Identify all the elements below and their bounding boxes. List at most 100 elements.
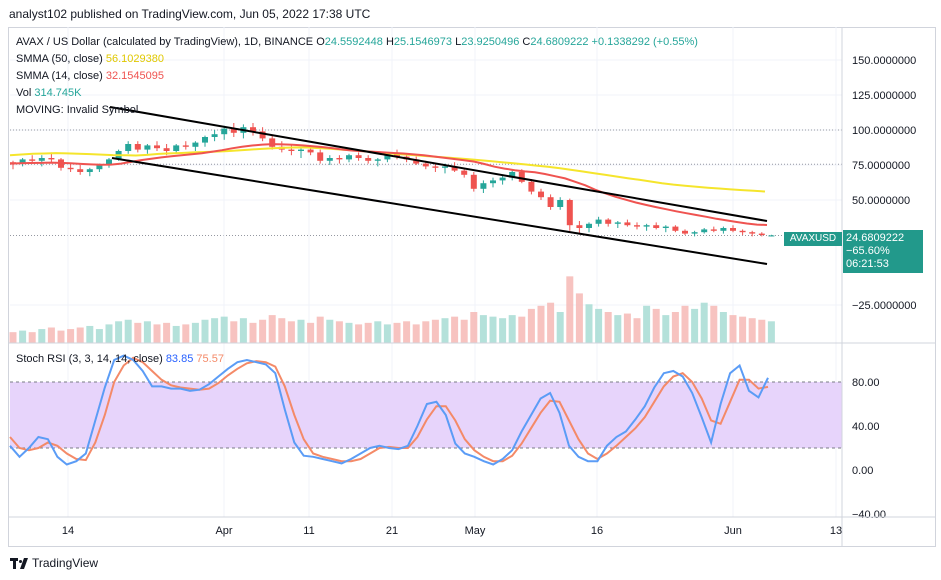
volume-bar bbox=[451, 316, 459, 343]
volume-bar bbox=[422, 321, 430, 343]
candle-body bbox=[202, 137, 208, 143]
candle-body bbox=[461, 170, 468, 175]
candle-body bbox=[374, 159, 381, 161]
candle-body bbox=[221, 128, 228, 135]
smma50-line: SMMA (50, close) 56.1029380 bbox=[16, 52, 164, 66]
volume-bar bbox=[259, 319, 267, 343]
candle-body bbox=[413, 159, 420, 164]
high-value: 25.1546973 bbox=[393, 36, 453, 48]
volume-bar bbox=[95, 329, 103, 343]
volume-bar bbox=[220, 316, 228, 343]
candle-body bbox=[125, 144, 132, 151]
stoch-tick-label: 40.00 bbox=[852, 421, 880, 433]
volume-bar bbox=[729, 315, 737, 343]
candle-body bbox=[29, 159, 36, 161]
volume-bar bbox=[383, 324, 391, 343]
candle-body bbox=[163, 148, 170, 151]
open-label: O bbox=[316, 36, 325, 48]
candle-body bbox=[288, 149, 295, 151]
candle-body bbox=[749, 232, 756, 234]
volume-bar bbox=[691, 308, 699, 343]
price-tick-label: 50.0000000 bbox=[852, 195, 910, 207]
candle-body bbox=[307, 149, 314, 153]
candle-body bbox=[192, 142, 199, 147]
volume-bar bbox=[412, 324, 420, 343]
volume-bar bbox=[115, 321, 123, 343]
candle-body bbox=[365, 158, 372, 161]
candle-body bbox=[499, 177, 506, 181]
volume-bar bbox=[374, 321, 382, 343]
candle-body bbox=[682, 230, 688, 234]
volume-bar bbox=[470, 312, 478, 343]
volume-bar bbox=[191, 322, 199, 343]
low-label: L bbox=[455, 36, 462, 48]
candle-body bbox=[701, 229, 708, 233]
moving-label: MOVING: Invalid Symbol bbox=[16, 104, 139, 116]
candle-body bbox=[509, 172, 516, 178]
volume-bar bbox=[681, 305, 689, 343]
volume-bar bbox=[643, 305, 651, 343]
publish-header: analyst102 published on TradingView.com,… bbox=[9, 7, 371, 21]
volume-bar bbox=[19, 330, 27, 343]
volume-bar bbox=[508, 315, 516, 343]
candle-body bbox=[38, 158, 45, 161]
volume-bar bbox=[575, 293, 583, 343]
candle-body bbox=[48, 158, 55, 160]
volume-bar bbox=[518, 316, 526, 343]
volume-bar bbox=[326, 319, 334, 343]
volume-bar bbox=[9, 332, 17, 343]
volume-bar bbox=[28, 332, 36, 343]
x-tick-label: Apr bbox=[215, 525, 232, 537]
footer-brand[interactable]: TradingView bbox=[32, 556, 99, 570]
candle-body bbox=[77, 169, 84, 172]
volume-bar bbox=[345, 322, 353, 343]
change-value: +0.1338292 (+0.55%) bbox=[591, 36, 698, 48]
chart-frame bbox=[8, 27, 936, 547]
candle-body bbox=[317, 152, 324, 161]
volume-bar bbox=[489, 316, 497, 343]
candle-body bbox=[595, 219, 602, 224]
volume-line: Vol 314.745K bbox=[16, 86, 81, 100]
bar-countdown: 06:21:53 bbox=[846, 258, 889, 270]
x-tick-label: May bbox=[465, 525, 486, 537]
stoch-d-line bbox=[9, 356, 769, 463]
smma50-value: 56.1029380 bbox=[105, 53, 164, 65]
candle-body bbox=[538, 191, 544, 198]
channel-lower-line bbox=[111, 157, 768, 265]
candle-body bbox=[730, 228, 736, 231]
candle-body bbox=[480, 183, 487, 189]
volume-bar bbox=[604, 312, 612, 343]
stoch-d-value: 75.57 bbox=[196, 353, 224, 365]
volume-bar bbox=[767, 321, 775, 343]
tradingview-logo-icon bbox=[10, 557, 29, 569]
volume-bar bbox=[278, 318, 286, 343]
volume-bar bbox=[76, 327, 84, 343]
footer: TradingView bbox=[10, 556, 98, 570]
symbol-line: AVAX / US Dollar (calculated by TradingV… bbox=[16, 35, 698, 49]
x-tick-label: 11 bbox=[303, 525, 314, 537]
volume-bar bbox=[287, 321, 295, 343]
volume-bar bbox=[297, 319, 305, 343]
candle-body bbox=[442, 166, 448, 168]
candle-body bbox=[451, 166, 458, 171]
x-tick-label: 14 bbox=[62, 525, 74, 537]
x-tick-label: 13 bbox=[830, 525, 842, 537]
volume-bar bbox=[163, 322, 171, 343]
candle-body bbox=[710, 229, 717, 231]
candle-body bbox=[643, 225, 650, 227]
candle-body bbox=[19, 159, 26, 164]
candle-body bbox=[86, 169, 93, 172]
price-tick-label: 150.0000000 bbox=[852, 55, 916, 67]
candle-body bbox=[432, 166, 439, 168]
candle-body bbox=[422, 163, 429, 167]
volume-bar bbox=[201, 319, 209, 343]
smma14-value: 32.1545095 bbox=[105, 70, 164, 82]
candle-body bbox=[326, 158, 333, 161]
volume-bar bbox=[700, 302, 708, 343]
candle-body bbox=[547, 197, 554, 207]
volume-bar bbox=[662, 315, 670, 343]
volume-bar bbox=[758, 319, 766, 343]
candle-body bbox=[490, 180, 496, 184]
symbol-title: AVAX / US Dollar (calculated by TradingV… bbox=[16, 36, 314, 48]
